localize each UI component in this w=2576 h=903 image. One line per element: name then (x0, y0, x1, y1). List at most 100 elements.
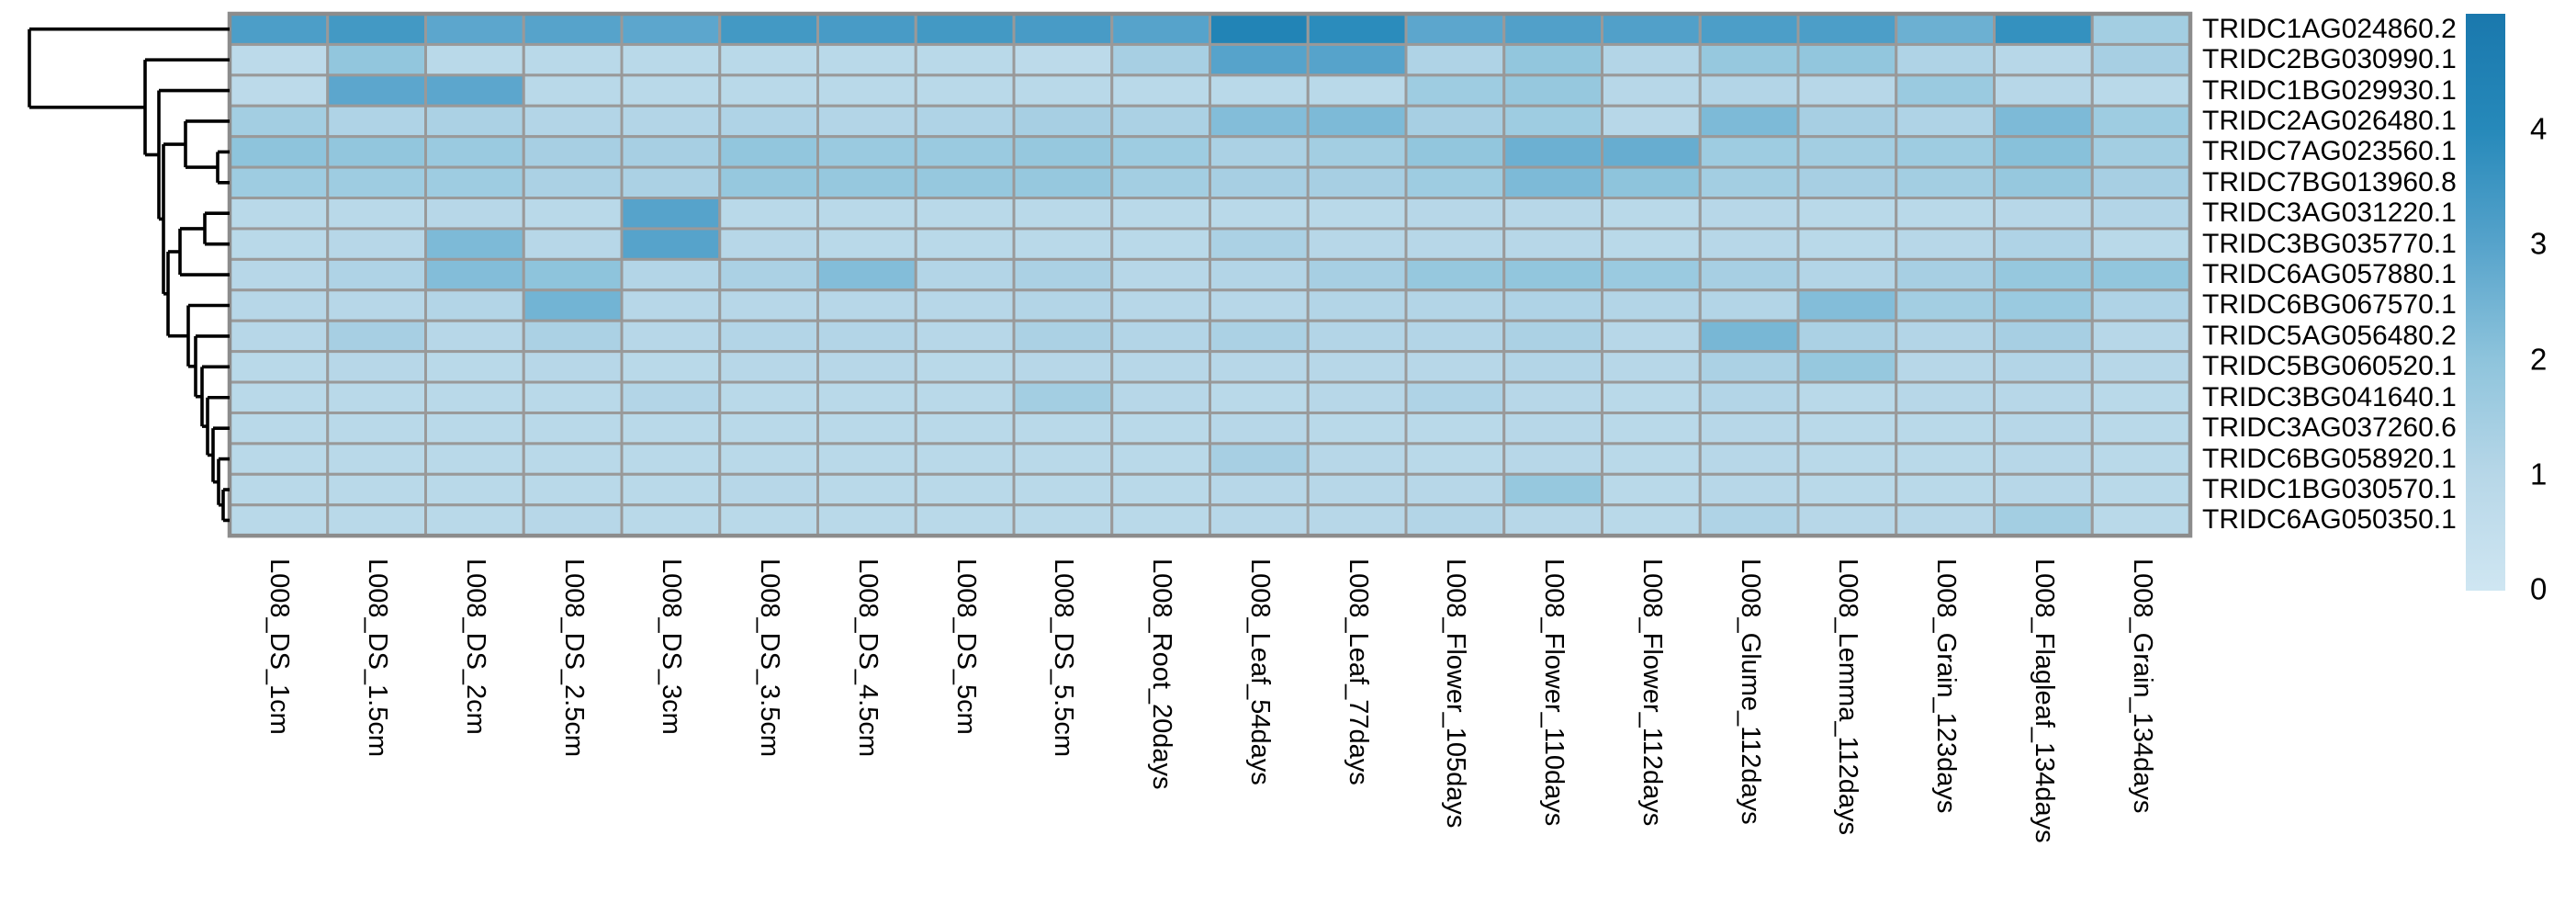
heatmap-cell (1306, 350, 1408, 384)
heatmap-cell (424, 135, 525, 169)
heatmap-cell (1502, 135, 1603, 169)
row-label: TRIDC3BG041640.1 (2202, 381, 2457, 412)
column-label: L008_Leaf_77days (1343, 559, 1373, 785)
heatmap-cell (326, 12, 427, 46)
heatmap-cell (1895, 73, 1996, 107)
column-label: L008_Flower_112days (1637, 559, 1667, 827)
heatmap-cell (914, 12, 1016, 46)
heatmap-cell (914, 288, 1016, 322)
heatmap-cell (1110, 42, 1211, 77)
heatmap-cell (1895, 197, 1996, 231)
heatmap-cell (1209, 442, 1310, 476)
heatmap-cell (1993, 319, 2094, 354)
heatmap-cell (326, 288, 427, 322)
heatmap-cell (1502, 350, 1603, 384)
heatmap-cell (1601, 380, 1702, 414)
heatmap-cell (1209, 411, 1310, 446)
heatmap-cell (1993, 165, 2094, 200)
column-label: L008_Lemma_112days (1833, 559, 1863, 836)
heatmap-cell (914, 350, 1016, 384)
heatmap-cell (1306, 42, 1408, 77)
heatmap-cell (1895, 442, 1996, 476)
row-label: TRIDC7BG013960.8 (2202, 166, 2457, 198)
heatmap-cell (1306, 73, 1408, 107)
heatmap-cell (326, 319, 427, 354)
heatmap-cell (1306, 380, 1408, 414)
colorbar-tick-label: 3 (2530, 226, 2548, 261)
heatmap-cell (1502, 42, 1603, 77)
heatmap-cell (1895, 42, 1996, 77)
heatmap-cell (1209, 288, 1310, 322)
heatmap-cell (1306, 104, 1408, 139)
heatmap-cell (914, 73, 1016, 107)
heatmap-cell (326, 442, 427, 476)
heatmap-cell (1209, 257, 1310, 292)
heatmap-cell (1502, 257, 1603, 292)
heatmap-cell (1012, 227, 1114, 261)
heatmap-cell (2090, 135, 2192, 169)
heatmap-cell (1993, 380, 2094, 414)
heatmap-cell (1209, 197, 1310, 231)
heatmap-cell (914, 165, 1016, 200)
row-label: TRIDC6BG067570.1 (2202, 289, 2457, 321)
row-label: TRIDC6BG058920.1 (2202, 443, 2457, 474)
heatmap-cell (1404, 442, 1506, 476)
heatmap-cell (2090, 319, 2192, 354)
heatmap-cell (1404, 104, 1506, 139)
heatmap-cell (1404, 257, 1506, 292)
heatmap-cell (914, 411, 1016, 446)
heatmap-cell (1110, 472, 1211, 507)
row-label: TRIDC3BG035770.1 (2202, 228, 2457, 259)
row-label: TRIDC7AG023560.1 (2202, 136, 2457, 167)
heatmap-cell (1895, 104, 1996, 139)
heatmap-cell (1698, 42, 1800, 77)
heatmap-cell (1404, 411, 1506, 446)
heatmap-cell (1601, 319, 1702, 354)
heatmap-cell (1110, 104, 1211, 139)
heatmap-cell (326, 503, 427, 537)
heatmap-cell (1993, 472, 2094, 507)
heatmap-cell (1601, 104, 1702, 139)
heatmap-cell (1306, 288, 1408, 322)
row-label: TRIDC3AG037260.6 (2202, 412, 2457, 444)
heatmap-cell (522, 442, 624, 476)
heatmap-cell (1698, 12, 1800, 46)
heatmap-cell (1404, 288, 1506, 322)
heatmap-cell (228, 12, 330, 46)
heatmap-cell (1796, 197, 1898, 231)
heatmap-cell (1895, 411, 1996, 446)
heatmap-cell (1698, 135, 1800, 169)
heatmap-cell (1796, 411, 1898, 446)
heatmap-cell (1895, 503, 1996, 537)
heatmap-cell (1306, 319, 1408, 354)
column-label: L008_Grain_123days (1931, 559, 1962, 814)
heatmap-cell (1698, 411, 1800, 446)
heatmap-cell (1209, 73, 1310, 107)
heatmap-cell (1601, 12, 1702, 46)
heatmap-cell (522, 319, 624, 354)
heatmap-cell (620, 472, 722, 507)
heatmap-cell (1209, 227, 1310, 261)
heatmap-cell (424, 411, 525, 446)
heatmap-cell (1993, 197, 2094, 231)
heatmap-cell (1012, 73, 1114, 107)
heatmap-cell (1404, 135, 1506, 169)
heatmap-cell (228, 442, 330, 476)
heatmap-cell (1993, 12, 2094, 46)
heatmap-cell (1895, 319, 1996, 354)
heatmap-cell (326, 411, 427, 446)
heatmap-cell (2090, 12, 2192, 46)
column-label: L008_Root_20days (1147, 559, 1177, 790)
heatmap-cell (1698, 288, 1800, 322)
heatmap-cell (718, 380, 819, 414)
heatmap-cell (1601, 135, 1702, 169)
heatmap-cell (1502, 227, 1603, 261)
heatmap-cell (718, 472, 819, 507)
heatmap-cell (1993, 135, 2094, 169)
heatmap-cell (718, 135, 819, 169)
heatmap-cell (816, 165, 917, 200)
heatmap-cell (620, 197, 722, 231)
heatmap-cell (1698, 104, 1800, 139)
heatmap-cell (2090, 73, 2192, 107)
